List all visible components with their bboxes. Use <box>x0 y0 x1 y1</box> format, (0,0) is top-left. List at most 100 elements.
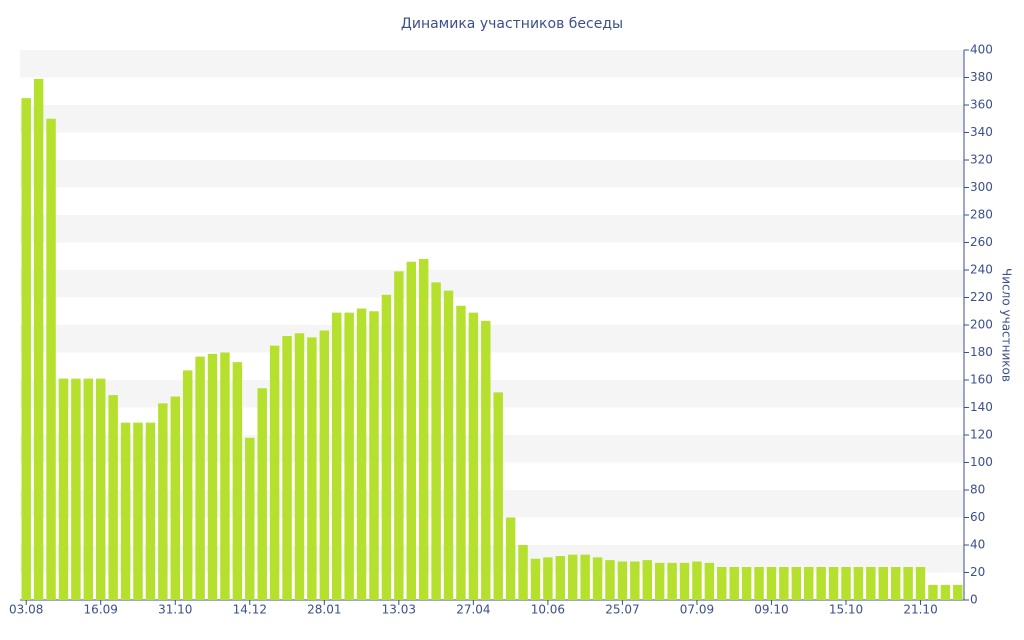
x-tick-label: 14.12 <box>233 603 267 617</box>
x-tick-label: 03.08 <box>9 603 43 617</box>
bar <box>555 556 566 600</box>
bar <box>481 320 491 600</box>
bar <box>679 562 690 600</box>
bar <box>729 567 739 600</box>
bar <box>791 567 802 600</box>
x-tick-label: 07.09 <box>680 603 714 617</box>
y-tick-label: 200 <box>970 318 993 332</box>
bar <box>580 554 590 600</box>
x-tick-label: 25.07 <box>605 603 639 617</box>
bar <box>940 584 951 600</box>
bar <box>456 305 466 600</box>
bar <box>903 567 913 600</box>
bar <box>853 567 864 600</box>
bar <box>319 330 330 600</box>
bar <box>766 567 777 600</box>
y-tick-label: 220 <box>970 290 993 304</box>
bar <box>133 422 143 600</box>
x-tick-label: 15.10 <box>829 603 863 617</box>
y-tick-label: 0 <box>970 593 978 607</box>
grid-band <box>20 215 964 243</box>
x-tick-label: 27.04 <box>456 603 490 617</box>
bar <box>642 560 652 600</box>
bar <box>804 567 814 600</box>
y-tick-label: 300 <box>970 180 993 194</box>
y-tick-label: 140 <box>970 400 993 414</box>
bar <box>866 567 876 600</box>
bar <box>828 567 839 600</box>
x-tick-label: 09.10 <box>754 603 788 617</box>
y-tick-label: 340 <box>970 125 993 139</box>
bar <box>344 312 354 600</box>
bar <box>232 362 243 600</box>
y-tick-label: 80 <box>970 483 985 497</box>
bar <box>928 584 938 600</box>
bar <box>816 567 826 600</box>
bar <box>158 403 168 600</box>
grid-band <box>20 160 964 188</box>
bar <box>269 345 280 600</box>
bar <box>890 567 901 600</box>
y-axis-label: Число участников <box>1000 268 1014 382</box>
bar <box>220 352 230 600</box>
bar <box>568 554 578 600</box>
bar <box>282 336 292 600</box>
bar <box>332 312 342 600</box>
bar <box>704 562 715 600</box>
chart-title: Динамика участников беседы <box>401 16 623 32</box>
bar <box>406 261 416 600</box>
bar <box>654 562 665 600</box>
bar <box>394 271 404 600</box>
y-tick-label: 40 <box>970 538 985 552</box>
bar <box>418 259 429 600</box>
bar <box>170 396 180 600</box>
y-tick-label: 240 <box>970 263 993 277</box>
bar <box>530 558 541 600</box>
y-tick-label: 380 <box>970 70 993 84</box>
bar <box>493 392 503 600</box>
y-tick-label: 120 <box>970 428 993 442</box>
bar <box>58 378 69 600</box>
bar <box>617 561 628 600</box>
bar <box>294 333 305 600</box>
bar <box>71 378 81 600</box>
bar <box>692 561 702 600</box>
x-tick-label: 13.03 <box>382 603 416 617</box>
bar <box>108 395 118 600</box>
bar <box>543 557 553 600</box>
x-tick-label: 21.10 <box>903 603 937 617</box>
bar <box>630 561 640 600</box>
bar <box>717 567 727 600</box>
bar <box>195 356 205 600</box>
bar <box>779 567 789 600</box>
y-tick-label: 20 <box>970 565 985 579</box>
bar <box>878 567 888 600</box>
bar <box>207 353 218 600</box>
grid-band <box>20 50 964 78</box>
bar <box>356 308 367 600</box>
y-tick-label: 160 <box>970 373 993 387</box>
bar <box>245 437 255 600</box>
x-tick-label: 16.09 <box>84 603 118 617</box>
y-tick-label: 60 <box>970 510 985 524</box>
bar <box>33 78 44 600</box>
x-tick-label: 31.10 <box>158 603 192 617</box>
bar <box>605 560 615 600</box>
bar <box>257 388 267 600</box>
grid-band <box>20 105 964 133</box>
x-tick-label: 28.01 <box>307 603 341 617</box>
y-tick-label: 320 <box>970 153 993 167</box>
bar <box>953 584 963 600</box>
bar <box>741 567 752 600</box>
bar <box>443 290 454 600</box>
grid-band <box>20 325 964 353</box>
y-tick-label: 260 <box>970 235 993 249</box>
bar <box>96 378 106 600</box>
bar <box>369 311 379 600</box>
y-tick-label: 100 <box>970 455 993 469</box>
bar <box>182 370 193 600</box>
bar <box>381 294 392 600</box>
bar <box>915 567 926 600</box>
y-tick-label: 180 <box>970 345 993 359</box>
